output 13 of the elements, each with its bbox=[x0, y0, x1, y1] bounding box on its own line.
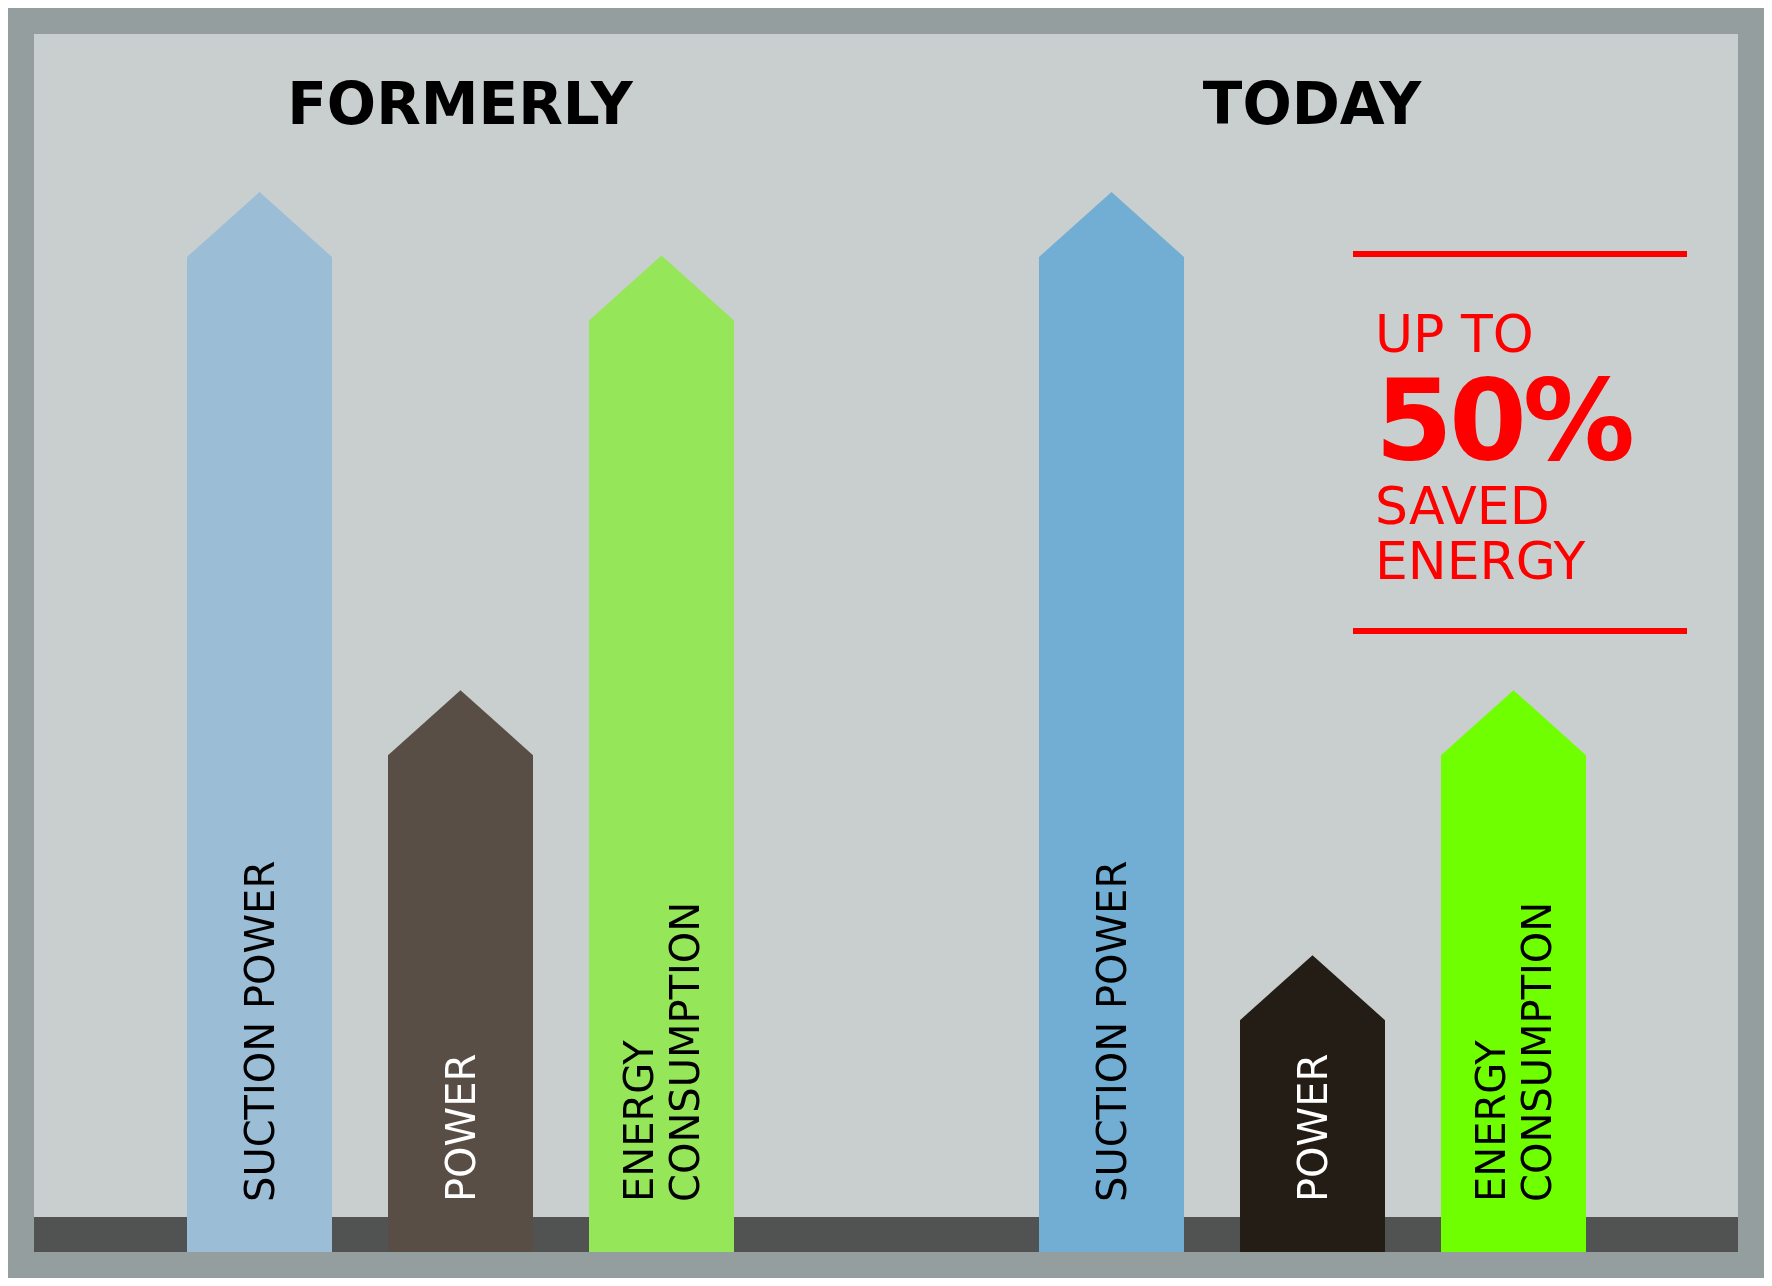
series-label: POWER bbox=[437, 1053, 484, 1202]
bar bbox=[1441, 690, 1586, 1252]
text: SUCTION POWER bbox=[1088, 860, 1135, 1202]
bar bbox=[187, 192, 332, 1252]
bar bbox=[589, 255, 734, 1252]
x-tick-label: FORMERLY bbox=[287, 70, 634, 138]
series-label: SUCTION POWER bbox=[236, 860, 283, 1202]
text: ENERGY CONSUMPTION bbox=[1467, 901, 1560, 1202]
series-label: ENERGY CONSUMPTION bbox=[615, 901, 708, 1202]
bar bbox=[1039, 192, 1184, 1252]
x-tick-label: TODAY bbox=[1202, 70, 1423, 138]
bar bbox=[388, 690, 533, 1252]
text: POWER bbox=[1289, 1053, 1336, 1202]
